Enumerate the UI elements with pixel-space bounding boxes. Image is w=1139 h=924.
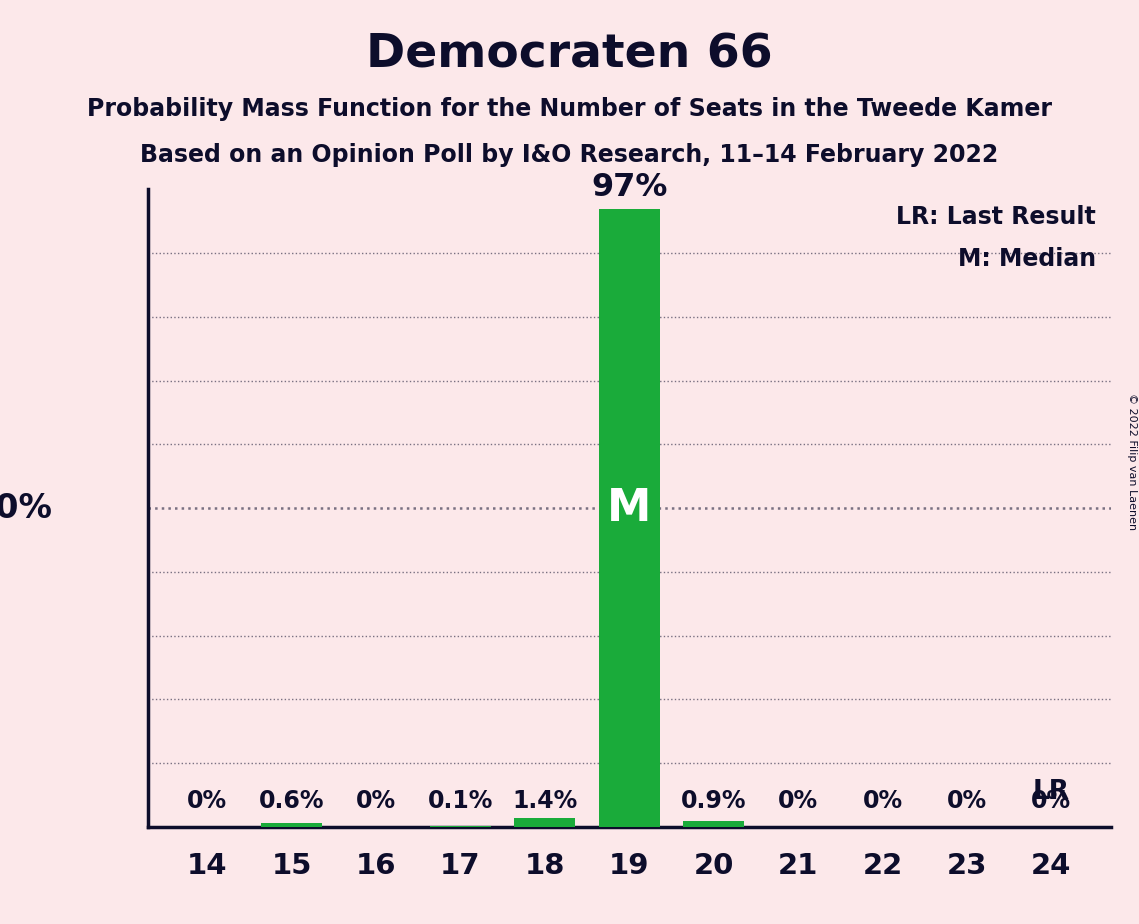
Text: 0.9%: 0.9% [681, 789, 746, 813]
Text: 0%: 0% [778, 789, 818, 813]
Text: 0%: 0% [862, 789, 902, 813]
Text: 0%: 0% [947, 789, 988, 813]
Text: 50%: 50% [0, 492, 52, 525]
Text: © 2022 Filip van Laenen: © 2022 Filip van Laenen [1128, 394, 1137, 530]
Text: 0%: 0% [357, 789, 396, 813]
Text: Probability Mass Function for the Number of Seats in the Tweede Kamer: Probability Mass Function for the Number… [87, 97, 1052, 121]
Text: M: M [607, 487, 652, 529]
Text: 0%: 0% [1031, 789, 1072, 813]
Text: LR: LR [1033, 779, 1070, 805]
Text: LR: Last Result: LR: Last Result [896, 205, 1096, 229]
Text: 0.1%: 0.1% [428, 789, 493, 813]
Text: M: Median: M: Median [958, 247, 1096, 271]
Bar [515, 818, 575, 827]
Bar [683, 821, 744, 827]
Text: 0.6%: 0.6% [259, 789, 325, 813]
Bar [599, 209, 659, 827]
Text: Democraten 66: Democraten 66 [366, 32, 773, 78]
Text: 97%: 97% [591, 173, 667, 203]
Bar [261, 823, 322, 827]
Text: 0%: 0% [187, 789, 228, 813]
Text: 1.4%: 1.4% [513, 789, 577, 813]
Text: Based on an Opinion Poll by I&O Research, 11–14 February 2022: Based on an Opinion Poll by I&O Research… [140, 143, 999, 167]
